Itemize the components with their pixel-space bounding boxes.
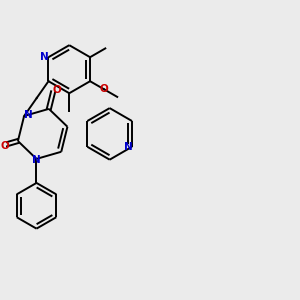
Text: N: N (32, 155, 41, 165)
Text: N: N (124, 142, 133, 152)
Text: O: O (52, 85, 61, 95)
Text: O: O (1, 141, 9, 151)
Text: N: N (23, 110, 32, 119)
Text: O: O (100, 84, 108, 94)
Text: N: N (40, 52, 49, 61)
